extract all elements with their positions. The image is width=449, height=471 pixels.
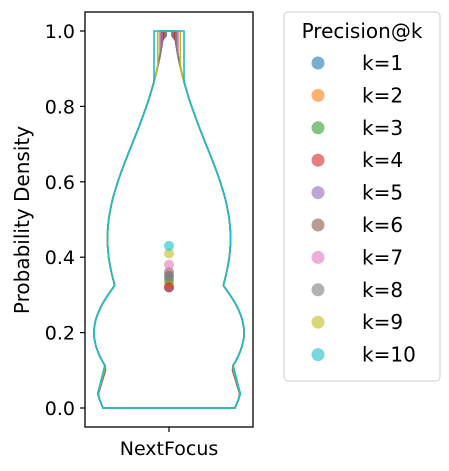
x-tick-label: NextFocus	[120, 438, 219, 460]
legend-marker-k1	[311, 56, 325, 70]
x-axis-ticks: NextFocus	[120, 427, 219, 460]
y-tick-label: 1.0	[45, 21, 75, 43]
mean-point-k8	[164, 271, 174, 282]
axes-frame	[84, 11, 254, 428]
y-tick-label: 0.6	[45, 172, 75, 194]
legend-marker-k2	[311, 88, 325, 102]
violin-k4	[93, 30, 245, 409]
y-tick-label: 0.2	[45, 323, 75, 345]
y-tick-label: 0.4	[45, 247, 75, 269]
violin-k9	[93, 30, 245, 409]
legend-marker-k9	[311, 315, 325, 329]
violin-k5	[93, 30, 245, 409]
y-axis-label: Probability Density	[10, 126, 34, 314]
legend-items: k=1 k=2 k=3 k=4 k=5 k=6 k=7 k=8 k=9 k=10	[311, 51, 416, 367]
legend-marker-k7	[311, 250, 325, 264]
y-tick-label: 0.8	[45, 96, 75, 118]
legend-label-k1: k=1	[362, 51, 403, 75]
violin-k1	[93, 30, 245, 409]
legend-label-k8: k=8	[362, 278, 403, 302]
violin-k7	[93, 30, 245, 409]
legend-marker-k5	[311, 186, 325, 200]
legend-label-k3: k=3	[362, 116, 403, 140]
legend-marker-k6	[311, 218, 325, 232]
mean-point-k4	[164, 282, 174, 293]
legend-title: Precision@k	[302, 19, 423, 43]
legend-label-k9: k=9	[362, 310, 403, 334]
legend-marker-k8	[311, 283, 325, 297]
legend-marker-k3	[311, 121, 325, 135]
legend-marker-k4	[311, 153, 325, 167]
legend: Precision@k k=1k=2k=3k=4k=5k=6k=7k=8k=9k…	[283, 11, 441, 382]
legend-label-k5: k=5	[362, 181, 403, 205]
violin-k10	[93, 30, 245, 409]
legend-label-k6: k=6	[362, 213, 403, 237]
y-tick-label: 0.0	[45, 398, 75, 420]
legend-label-k10: k=10	[362, 343, 416, 367]
legend-label-k4: k=4	[362, 148, 403, 172]
mean-point-k7	[164, 259, 174, 270]
legend-marker-k10	[311, 348, 325, 362]
y-axis-ticks: 0.0 0.2 0.4 0.6 0.8 1.0	[45, 21, 85, 420]
plot-area	[93, 30, 245, 409]
mean-point-k10	[164, 240, 174, 251]
legend-label-k2: k=2	[362, 83, 403, 107]
violin-k3	[93, 30, 245, 409]
legend-label-k7: k=7	[362, 245, 403, 269]
violin-k8	[93, 30, 245, 409]
violin-k6	[93, 30, 245, 409]
violin-k2	[93, 30, 245, 409]
mean-point-k9	[164, 248, 174, 259]
